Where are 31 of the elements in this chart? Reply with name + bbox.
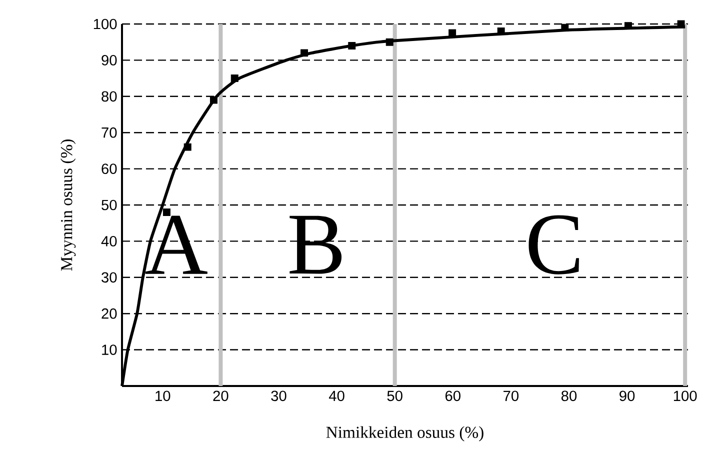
x-tick-label: 30 [271, 390, 286, 402]
y-tick-label: 70 [102, 127, 117, 138]
y-tick-label: 40 [101, 236, 117, 246]
x-tick-label: 20 [213, 390, 228, 402]
x-tick-label: 50 [387, 390, 402, 402]
x-tick-label: 100 [674, 390, 697, 402]
y-tick-label: 80 [102, 91, 117, 102]
y-tick-label: 60 [102, 164, 117, 174]
point [162, 208, 170, 216]
x-tick-label: 40 [328, 390, 344, 402]
point [184, 143, 192, 151]
point [561, 24, 569, 32]
point [448, 29, 456, 37]
point [230, 74, 238, 82]
x-axis-title: Nimikkeiden osuus (%) [326, 426, 484, 442]
x-tick-label: 70 [504, 390, 519, 402]
y-axis-title: Myynnin osuus (%) [60, 140, 76, 271]
y-tick-label: 50 [102, 200, 117, 210]
y-tick-label: 10 [102, 344, 117, 355]
point [348, 42, 356, 50]
point [386, 38, 394, 46]
point [300, 49, 308, 57]
point [210, 96, 218, 104]
x-tick-label: 60 [445, 390, 460, 402]
x-tick-label: 90 [620, 390, 635, 402]
y-tick-label: 90 [102, 55, 117, 66]
y-tick-label: 100 [94, 18, 117, 30]
x-tick-label: 80 [561, 390, 577, 402]
y-tick-label: 30 [102, 272, 117, 283]
y-tick-label: 20 [102, 308, 117, 319]
x-tick-label: 10 [156, 390, 170, 402]
